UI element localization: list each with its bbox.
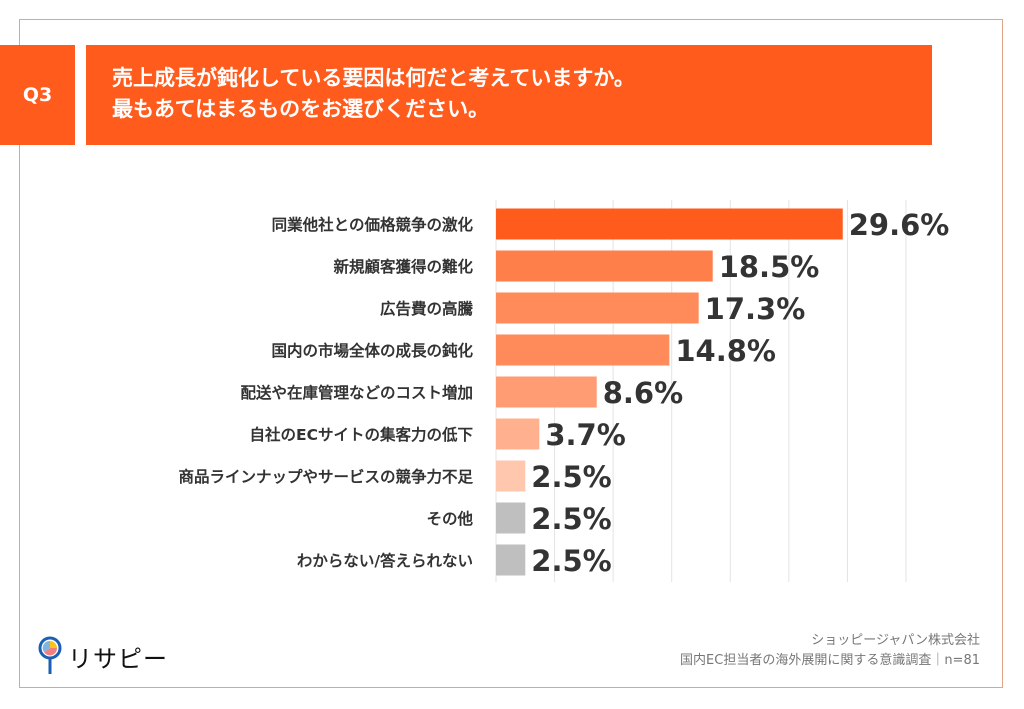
data-label: 2.5% [531, 544, 611, 578]
bar [496, 208, 843, 240]
bar [496, 376, 597, 408]
footer-company: ショッピージャパン株式会社 [811, 633, 980, 648]
category-label: 広告費の高騰 [380, 299, 474, 318]
question-title: 売上成長が鈍化している要因は何だと考えていますか。 最もあてはまるものをお選びく… [86, 45, 932, 145]
bar [496, 418, 540, 450]
data-label: 14.8% [675, 334, 776, 368]
category-label: 同業他社との価格競争の激化 [272, 215, 474, 234]
data-label: 2.5% [531, 502, 611, 536]
category-label: 新規顧客獲得の難化 [333, 257, 473, 276]
category-label: その他 [426, 509, 473, 528]
brand-logo: リサピー [38, 636, 168, 676]
bar [496, 544, 526, 576]
category-label: わからない/答えられない [297, 551, 473, 570]
data-label: 2.5% [531, 460, 611, 494]
data-label: 3.7% [545, 418, 625, 452]
data-label: 29.6% [849, 208, 950, 242]
footer-source: ショッピージャパン株式会社 国内EC担当者の海外展開に関する意識調査｜n=81 [680, 631, 980, 671]
category-label: 自社のECサイトの集客力の低下 [250, 425, 473, 444]
data-label: 17.3% [705, 292, 806, 326]
bar [496, 334, 670, 366]
bar [496, 460, 526, 492]
frame-border [19, 19, 1003, 688]
bar [496, 292, 699, 324]
bar [496, 502, 526, 534]
bar [496, 250, 713, 282]
logo-pin-icon [38, 636, 62, 674]
data-label: 18.5% [719, 250, 820, 284]
category-label: 配送や在庫管理などのコスト増加 [240, 383, 473, 402]
question-number-badge: Q3 [0, 45, 75, 145]
category-label: 国内の市場全体の成長の鈍化 [271, 341, 473, 360]
category-label: 商品ラインナップやサービスの競争力不足 [178, 467, 473, 486]
footer-survey: 国内EC担当者の海外展開に関する意識調査｜n=81 [680, 653, 980, 668]
data-label: 8.6% [603, 376, 683, 410]
question-title-line-1: 売上成長が鈍化している要因は何だと考えていますか。 [112, 66, 635, 90]
question-title-line-2: 最もあてはまるものをお選びください。 [112, 97, 490, 121]
logo-text: リサピー [68, 644, 168, 673]
